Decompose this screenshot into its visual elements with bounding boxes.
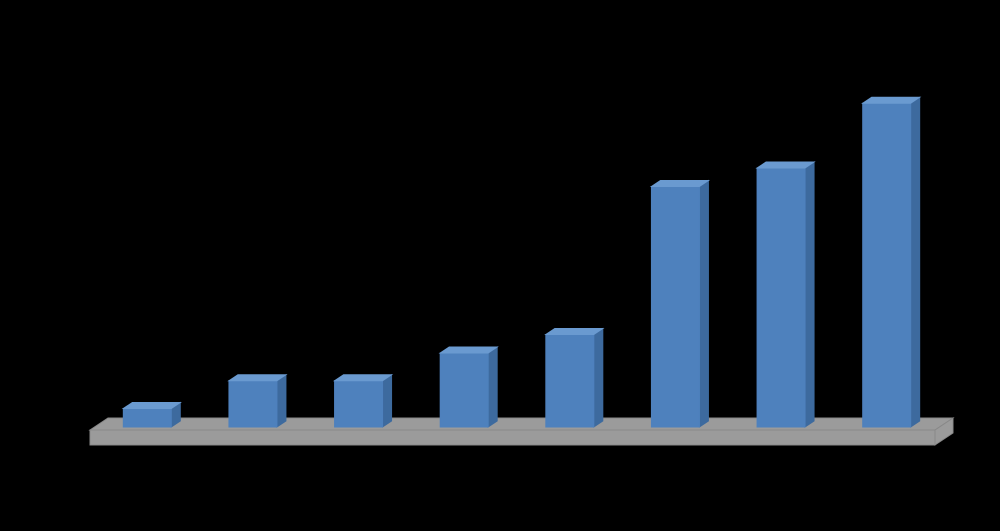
chart-canvas	[0, 0, 1000, 531]
bar-chart-3d	[0, 0, 1000, 531]
